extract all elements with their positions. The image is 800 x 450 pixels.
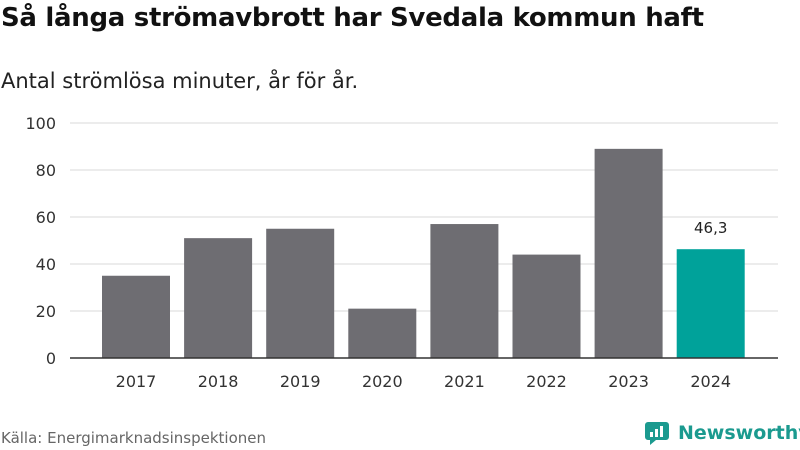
y-tick-label: 40 [36,255,56,274]
x-tick-label: 2021 [444,372,485,391]
bar [512,254,581,358]
bar [594,148,663,358]
y-tick-label: 60 [36,208,56,227]
bar [184,238,253,358]
bar [102,275,170,358]
y-tick-label: 20 [36,302,56,321]
x-tick-label: 2020 [362,372,403,391]
chart-title: Så långa strömavbrott har Svedala kommun… [1,3,704,33]
x-tick-label: 2022 [526,372,567,391]
bar [348,308,417,358]
x-tick-label: 2019 [280,372,321,391]
source-note: Källa: Energimarknadsinspektionen [1,429,267,447]
bar [676,249,745,358]
data-label: 46,3 [694,219,727,237]
y-tick-label: 100 [25,114,56,133]
bar [430,224,499,358]
newsworthy-chart-icon [645,422,669,445]
y-tick-label: 80 [36,161,56,180]
x-tick-label: 2018 [198,372,239,391]
bar [266,228,335,358]
chart-subtitle: Antal strömlösa minuter, år för år. [1,69,359,93]
y-tick-label: 0 [46,349,56,368]
logo-text: Newsworthy [678,422,800,444]
x-tick-label: 2024 [690,372,731,391]
newsworthy-logo: Newsworthy [645,420,800,446]
x-tick-label: 2023 [608,372,649,391]
x-tick-label: 2017 [116,372,157,391]
